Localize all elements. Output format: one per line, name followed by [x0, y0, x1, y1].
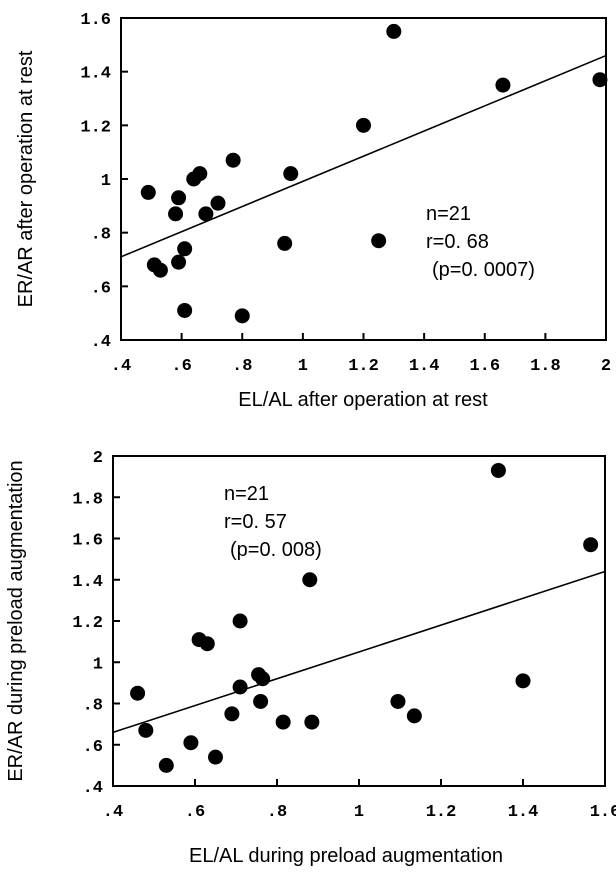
annotation-n-2: n=21 — [224, 483, 269, 505]
data-point — [275, 714, 291, 730]
x-tick-label: .8 — [267, 803, 287, 822]
annotation-r-2: r=0. 57 — [224, 511, 287, 533]
y-tick-label: .6 — [83, 738, 103, 757]
data-points-2 — [130, 462, 599, 773]
data-point — [283, 166, 299, 182]
data-point — [515, 673, 531, 689]
data-point — [232, 613, 248, 629]
data-point — [171, 254, 187, 270]
x-tick-label: .6 — [185, 803, 205, 822]
y-tick-label: 1 — [93, 655, 103, 674]
x-tick-label: .8 — [232, 357, 252, 376]
y-axis-label-2: ER/AR during preload augmentation — [5, 460, 27, 781]
data-point — [168, 206, 184, 222]
x-ticks-1: .4 .6 .8 1 1.2 1.4 1.6 1.8 2 — [111, 333, 611, 376]
data-point — [140, 184, 156, 200]
y-tick-label: .6 — [91, 279, 111, 298]
data-point — [152, 262, 168, 278]
x-tick-label: 1.6 — [469, 357, 500, 376]
data-point — [177, 302, 193, 318]
x-tick-label: 1.6 — [590, 803, 616, 822]
y-tick-label: 1.6 — [80, 11, 111, 30]
data-point — [386, 23, 402, 39]
data-point — [225, 152, 241, 168]
x-tick-label: 1.8 — [530, 357, 561, 376]
data-point — [198, 206, 214, 222]
x-tick-label: 1.4 — [409, 357, 440, 376]
y-tick-label: 1.6 — [72, 532, 103, 551]
data-point — [356, 117, 371, 133]
annotation-r-1: r=0. 68 — [426, 231, 489, 253]
y-tick-label: .8 — [91, 226, 111, 245]
data-point — [199, 636, 215, 652]
data-point — [138, 722, 154, 738]
data-point — [304, 714, 320, 730]
y-ticks-2: .4 .6 .8 1 1.2 1.4 1.6 1.8 2 — [72, 449, 120, 798]
x-tick-label: 1 — [354, 803, 364, 822]
data-point — [208, 749, 223, 765]
y-ticks-1: .4 .6 .8 1 1.2 1.4 1.6 — [80, 11, 128, 352]
data-point — [232, 679, 248, 695]
y-tick-label: .8 — [83, 697, 103, 716]
y-tick-label: 1.8 — [72, 490, 103, 509]
data-point — [406, 708, 422, 724]
x-tick-label: 1.2 — [426, 803, 457, 822]
data-point — [234, 308, 250, 324]
data-point — [495, 77, 511, 93]
y-tick-label: 1.4 — [72, 573, 103, 592]
data-point — [371, 233, 387, 249]
x-tick-label: 2 — [601, 357, 611, 376]
x-tick-label: .4 — [111, 357, 131, 376]
x-tick-label: .4 — [103, 803, 123, 822]
data-point — [130, 685, 146, 701]
data-point — [255, 671, 271, 687]
data-point — [224, 706, 240, 722]
x-tick-label: 1.4 — [508, 803, 539, 822]
data-point — [183, 735, 199, 751]
y-tick-label: 1.2 — [80, 118, 111, 137]
data-point — [277, 235, 293, 251]
y-tick-label: 1 — [101, 172, 111, 191]
y-tick-label: 2 — [93, 449, 103, 468]
data-point — [390, 693, 406, 709]
x-axis-label-2: EL/AL during preload augmentation — [189, 845, 503, 867]
chart-1: .4 .6 .8 1 1.2 1.4 1.6 1.8 2 .4 .6 .8 1 1.2 1.4 1.6 EL… — [15, 11, 611, 411]
y-tick-label: 1.4 — [80, 65, 111, 84]
y-tick-label: 1.2 — [72, 614, 103, 633]
data-point — [490, 462, 506, 478]
data-point — [583, 537, 599, 553]
data-point — [592, 72, 608, 88]
regression-line-2 — [112, 570, 606, 734]
annotation-p-2: (p=0. 008) — [230, 539, 322, 561]
regression-line-1 — [120, 54, 607, 258]
data-point — [171, 190, 187, 206]
data-point — [302, 572, 318, 588]
data-point — [158, 757, 174, 773]
x-axis-label-1: EL/AL after operation at rest — [238, 389, 488, 411]
x-tick-label: 1 — [298, 357, 308, 376]
x-tick-label: 1.2 — [348, 357, 379, 376]
chart-2: .4 .6 .8 1 1.2 1.4 1.6 .4 .6 .8 1 1.2 1.4 1.6 1.8 2 EL… — [5, 449, 616, 867]
annotation-n-1: n=21 — [426, 203, 471, 225]
data-point — [210, 195, 226, 211]
x-ticks-2: .4 .6 .8 1 1.2 1.4 1.6 — [103, 779, 616, 822]
data-points-1 — [140, 23, 608, 324]
annotation-p-1: (p=0. 0007) — [432, 259, 535, 281]
y-axis-label-1: ER/AR after operation at rest — [15, 50, 37, 307]
x-tick-label: .6 — [171, 357, 191, 376]
y-tick-label: .4 — [91, 333, 111, 352]
data-point — [192, 166, 208, 182]
y-tick-label: .4 — [83, 779, 103, 798]
data-point — [177, 241, 193, 257]
data-point — [253, 693, 269, 709]
